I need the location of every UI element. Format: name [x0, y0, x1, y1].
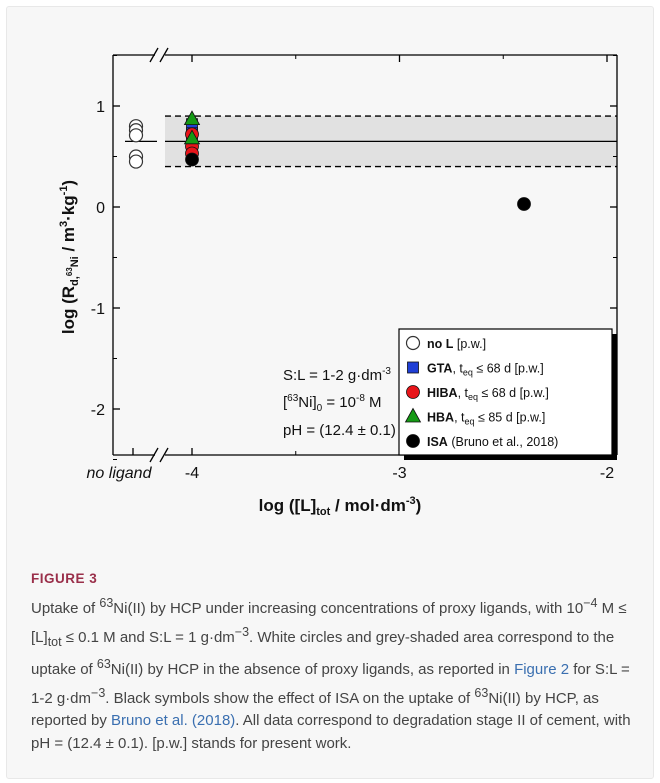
legend-label: ISA (Bruno et al., 2018)	[427, 435, 558, 449]
data-point-hba	[183, 129, 201, 145]
annotation-ph: pH = (12.4 ± 0.1)	[283, 422, 396, 439]
data-point-isa	[517, 197, 531, 211]
data-point-hba	[183, 110, 201, 126]
axis-break-mark	[159, 447, 169, 463]
axis-break-mark	[149, 47, 159, 63]
y-axis-label: log (Rd,63Ni / m3·kg-1)	[58, 180, 81, 334]
y-tick-label: -2	[91, 402, 105, 419]
annotation-sl: S:L = 1-2 g·dm-3	[283, 366, 391, 384]
x-axis-label: log ([L]tot / mol·dm-3)	[259, 495, 422, 518]
legend-marker-no-l	[405, 335, 421, 351]
axis-break-mark	[149, 447, 159, 463]
no-ligand-label: no ligand	[87, 465, 153, 482]
bruno-2018-link[interactable]: Bruno et al. (2018)	[111, 712, 236, 729]
data-marks	[128, 110, 531, 211]
legend-label: HBA, teq ≤ 85 d [p.w.]	[427, 411, 545, 427]
y-tick-label: 1	[96, 99, 105, 116]
scatter-plot: -2-101-4-3-2-1no ligand log ([L]tot / mo…	[58, 47, 618, 518]
legend-label: GTA, teq ≤ 68 d [p.w.]	[427, 362, 544, 378]
legend-box	[398, 328, 613, 456]
legend-marker-hba	[404, 407, 422, 423]
legend-marker-hiba	[406, 385, 420, 399]
legend-label: no L [p.w.]	[427, 337, 486, 351]
annotation-ni: [63Ni]0 = 10-8 M	[283, 393, 382, 414]
legend-marker-isa	[406, 434, 420, 448]
y-tick-label: -1	[91, 301, 105, 318]
x-tick-label: -3	[392, 465, 406, 482]
figure-caption: Uptake of 63Ni(II) by HCP under increasi…	[31, 596, 631, 752]
x-tick-label: -2	[600, 465, 614, 482]
tick-group: -2-101-4-3-2-1no ligand	[87, 55, 617, 482]
y-tick-label: 0	[96, 200, 105, 217]
figure-2-link[interactable]: Figure 2	[514, 661, 570, 678]
axis-break-mark	[159, 47, 169, 63]
x-tick-label: -4	[185, 465, 199, 482]
legend-label: HIBA, teq ≤ 68 d [p.w.]	[427, 386, 549, 402]
legend: no L [p.w.] GTA, teq ≤ 68 d [p.w.] HIBA, t…	[398, 328, 617, 460]
figure-panel: -2-101-4-3-2-1no ligand log ([L]tot / mo…	[6, 6, 654, 779]
data-point-no-l	[128, 154, 144, 169]
data-point-no-l	[128, 128, 144, 143]
data-point-isa	[185, 152, 199, 167]
figure-label: FIGURE 3	[31, 571, 98, 586]
legend-marker-gta	[407, 361, 419, 374]
